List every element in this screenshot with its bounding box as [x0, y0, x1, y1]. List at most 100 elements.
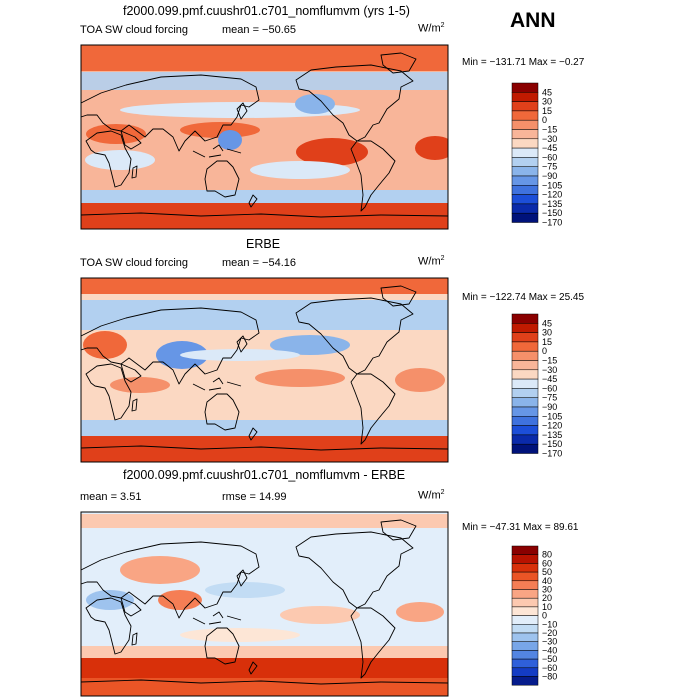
panel1-colorbar-swatch [511, 157, 539, 167]
panel3-frame [80, 511, 449, 697]
panel1-colorbar-label: −75 [542, 162, 557, 172]
panel2-map [81, 278, 448, 462]
panel3-colorbar-swatch [511, 667, 539, 677]
panel1-colorbar: 4530150−15−30−45−60−75−90−105−120−135−15… [511, 82, 562, 228]
panel3-colorbar-label: −10 [542, 619, 557, 629]
panel2-variable: TOA SW cloud forcing [80, 257, 189, 269]
panel1-colorbar-swatch [511, 203, 539, 214]
panel3-colorbar-label: −80 [542, 672, 557, 682]
panel3-colorbar-label: 60 [542, 558, 552, 568]
panel1-colorbar-label: 30 [542, 97, 552, 107]
panel1-colorbar-swatch [511, 194, 539, 205]
panel1-colorbar-swatch [511, 212, 539, 223]
panel2-colorbar-swatch [511, 378, 539, 389]
panel3-colorbar-label: 50 [542, 567, 552, 577]
panel1-colorbar-swatch [511, 147, 539, 158]
panel2-units: W/m2 [418, 255, 445, 268]
panel2-colorbar-label: −90 [542, 402, 557, 412]
panel1-colorbar-label: −45 [542, 143, 557, 153]
panel3-rmse: rmse = 14.99 [222, 491, 287, 503]
panel2-colorbar-label: −75 [542, 393, 557, 403]
panel1-colorbar-label: 45 [542, 87, 552, 97]
panel3-colorbar-swatch [511, 597, 539, 608]
panel3-map [81, 512, 448, 696]
panel3-colorbar-swatch [511, 563, 539, 573]
panel1-colorbar-label: −120 [542, 190, 562, 200]
panel1-colorbar-label: −135 [542, 199, 562, 209]
panel2-mean: mean = −54.16 [222, 257, 297, 269]
panel1-colorbar-label: −30 [542, 134, 557, 144]
panel1-frame [80, 44, 449, 230]
panel1-colorbar-swatch [511, 82, 539, 93]
panel3-mean: mean = 3.51 [80, 491, 142, 503]
panel1-mean: mean = −50.65 [222, 24, 297, 36]
panel2-colorbar-label: −30 [542, 365, 557, 375]
panel2-colorbar-swatch [511, 434, 539, 445]
panel1-units: W/m2 [418, 22, 445, 35]
panel2-colorbar-swatch [511, 425, 539, 436]
panel1-colorbar-swatch [511, 166, 539, 177]
panel2-colorbar-label: −45 [542, 374, 557, 384]
panel2-colorbar-swatch [511, 416, 539, 426]
panel2-colorbar-label: −150 [542, 439, 562, 449]
panel3-colorbar-label: 80 [542, 550, 552, 560]
panel3-colorbar-swatch [511, 615, 539, 625]
panel1-colorbar-label: −170 [542, 218, 562, 228]
panel3-colorbar-swatch [511, 580, 539, 590]
panel2-colorbar-swatch [511, 388, 539, 398]
panel3-colorbar-label: −50 [542, 654, 557, 664]
panel2-colorbar-swatch [511, 341, 539, 352]
panel2-colorbar-label: −105 [542, 411, 562, 421]
panel1-colorbar-swatch [511, 185, 539, 195]
panel3-minmax: Min = −47.31 Max = 89.61 [462, 522, 579, 533]
panel1-colorbar-label: −150 [542, 208, 562, 218]
panel1-minmax: Min = −131.71 Max = −0.27 [462, 57, 585, 68]
panel2-colorbar-label: −120 [542, 421, 562, 431]
panel2-colorbar-label: −15 [542, 356, 557, 366]
panel3-colorbar-swatch [511, 676, 539, 686]
panel3-colorbar-swatch [511, 658, 539, 669]
panel3-colorbar-swatch [511, 641, 539, 651]
panel1-colorbar-label: −60 [542, 152, 557, 162]
panel2-colorbar-label: 0 [542, 346, 547, 356]
panel3-colorbar-swatch [511, 606, 539, 616]
panel3-title: f2000.099.pmf.cuushr01.c701_nomflumvm - … [123, 468, 406, 482]
panel1-variable: TOA SW cloud forcing [80, 24, 189, 36]
panel2-colorbar-label: 15 [542, 337, 552, 347]
panel3-colorbar-swatch [511, 554, 539, 564]
panel2-minmax: Min = −122.74 Max = 25.45 [462, 292, 585, 303]
panel1-colorbar-label: −105 [542, 180, 562, 190]
panel2-colorbar-label: −135 [542, 430, 562, 440]
panel2-colorbar-swatch [511, 350, 539, 361]
panel2-colorbar-swatch [511, 323, 539, 333]
panel1-colorbar-label: −15 [542, 125, 557, 135]
panel3-colorbar-label: −60 [542, 663, 557, 673]
panel1-colorbar-swatch [511, 101, 539, 112]
panel3-colorbar-label: −20 [542, 628, 557, 638]
panel2-colorbar-label: −60 [542, 383, 557, 393]
panel3-colorbar-label: 10 [542, 602, 552, 612]
panel3-colorbar-label: 40 [542, 576, 552, 586]
panel3-colorbar-swatch [511, 624, 539, 634]
panel1-colorbar-label: 0 [542, 115, 547, 125]
panel1-colorbar-label: 15 [542, 106, 552, 116]
panel2-colorbar-label: −170 [542, 449, 562, 459]
panel3-colorbar-label: −30 [542, 637, 557, 647]
panel1-map [81, 45, 448, 229]
panel1-colorbar-swatch [511, 138, 539, 149]
panel2-colorbar-swatch [511, 443, 539, 454]
panel3-colorbar-swatch [511, 545, 539, 555]
panel1-colorbar-swatch [511, 129, 539, 140]
panel1-colorbar-label: −90 [542, 171, 557, 181]
season-label: ANN [510, 9, 556, 32]
panel2-colorbar-swatch [511, 406, 539, 417]
panel2-colorbar-swatch [511, 397, 539, 408]
panel3-colorbar-label: −40 [542, 645, 557, 655]
panel2-frame [80, 277, 449, 463]
panel2-colorbar: 4530150−15−30−45−60−75−90−105−120−135−15… [511, 313, 562, 459]
panel1-colorbar-swatch [511, 119, 539, 130]
panel2-title: ERBE [246, 237, 281, 251]
panel1-title: f2000.099.pmf.cuushr01.c701_nomflumvm (y… [123, 4, 410, 18]
